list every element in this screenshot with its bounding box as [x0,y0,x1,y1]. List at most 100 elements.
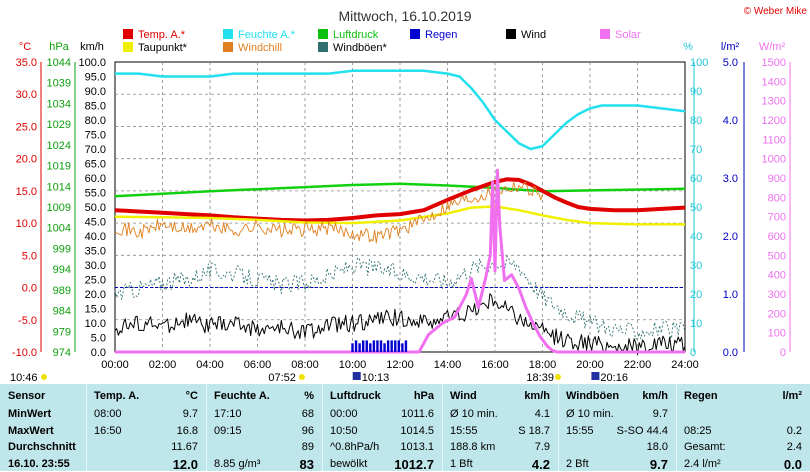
stats-row-label: Durchschnitt [8,441,76,453]
tick-solar: 1100 [762,134,786,146]
legend-swatch [410,29,420,39]
tick-pressure: 1004 [47,223,71,235]
tick-pressure: 1019 [47,161,71,173]
tick-time: 10:00 [339,359,367,371]
tick-pressure: 1029 [47,119,71,131]
stats-header: Temp. A. [94,390,140,402]
series-tempa [114,177,686,223]
tick-temp: 30.0 [16,89,37,101]
stats-value: 12.0 [172,456,198,472]
stats-unit: hPa [413,390,434,402]
stats-header: Wind [450,390,477,402]
tick-rain: 1.0 [723,289,738,301]
stats-unit: °C [185,390,198,402]
tick-speed: 75.0 [85,130,106,142]
tick-speed: 65.0 [85,159,106,171]
sun-icon [298,374,305,380]
tick-time: 12:00 [386,359,414,371]
stats-time: 17:10 [214,408,242,420]
tick-temp: 35.0 [16,57,37,69]
stats-value: 1012.7 [394,456,434,472]
tick-speed: 90.0 [85,86,106,98]
stats-value: 0.0 [783,456,802,472]
series-solar [115,168,685,354]
tick-solar: 1500 [762,57,786,69]
axis-unit-temp: °C [19,41,31,53]
event-sunset: 18:39 [526,372,554,384]
tick-temp: 10.0 [16,218,37,230]
stats-column: Regen l/m² 08:25 0.2 Gesamt: 2.4 2.4 l/m² 0.0 [676,384,810,472]
tick-rain: 5.0 [723,57,738,69]
legend-label: Taupunkt* [138,42,188,54]
tick-humidity: 60 [690,173,702,185]
rain-bar [401,343,404,352]
stats-column: Luftdruck hPa 00:00 1011.6 10:50 1014.5 ^0.8hP… [322,384,443,472]
event-marker: 10:13 [362,372,390,384]
stats-value: 9.7 [182,408,198,420]
series-taupunkt [114,205,685,226]
stats-value: 9.7 [649,456,668,472]
tick-pressure: 994 [53,264,71,276]
tick-time: 16:00 [481,359,509,371]
stats-time: ^0.8hPa/h [330,441,380,453]
legend-label: Regen [425,29,457,41]
stats-column: Wind km/h Ø 10 min. 4.1 15:55 S 18.7 188.8 km 7… [442,384,559,472]
event-sunrise: 07:52 [268,372,296,384]
tick-rain: 2.0 [723,231,738,243]
tick-solar: 0 [780,347,786,359]
legend-label: Wind [521,29,546,41]
series-luftdruck [114,182,686,198]
legend-label: Windböen* [333,42,388,54]
tick-rain: 0.0 [723,347,738,359]
tick-time: 00:00 [101,359,129,371]
stats-time: 16:50 [94,424,122,437]
tick-temp: 25.0 [16,121,37,133]
tick-time: 08:00 [291,359,319,371]
stats-value: S-SO 44.4 [616,424,668,437]
stats-value: 7.9 [534,441,550,453]
series-wind [114,293,686,356]
stats-value: 1014.5 [400,424,434,437]
tick-solar: 100 [768,328,786,340]
legend-label: Temp. A.* [138,29,186,41]
legend-swatch [506,29,516,39]
stats-unit: km/h [642,390,668,402]
tick-speed: 35.0 [85,246,106,258]
stats-row-label: MaxWert [8,424,54,437]
rain-bar [404,340,408,352]
tick-humidity: 90 [690,86,702,98]
rain-bar [354,340,358,352]
legend-swatch [223,42,233,52]
legend-swatch [223,29,233,39]
stats-value: 18.0 [646,441,668,453]
stats-value: S 18.7 [518,424,550,437]
moon-icon [41,374,47,380]
tick-pressure: 1039 [47,78,71,90]
legend-label: Feuchte A.* [238,29,296,41]
stats-column: Feuchte A.% 17:10 68 09:15 96 89 8.85 g/m³ 83 [206,384,323,472]
rain-bar [397,340,401,352]
tick-speed: 20.0 [85,289,106,301]
stats-value: 16.8 [176,424,198,437]
legend-swatch [123,42,133,52]
chart-title: Mittwoch, 16.10.2019 [338,8,471,24]
stats-column: Windböen km/h Ø 10 min. 9.7 15:55 S-SO 44.4 18… [558,384,677,472]
tick-solar: 700 [768,212,786,224]
legend-swatch [318,29,328,39]
tick-time: 22:00 [624,359,652,371]
moon-phase-icon [591,372,600,380]
tick-solar: 1400 [762,76,786,88]
rain-bar [369,343,372,352]
tick-humidity: 30 [690,260,702,272]
tick-pressure: 1009 [47,202,71,214]
tick-humidity: 100 [690,57,708,69]
stats-header: Regen [684,390,718,402]
tick-pressure: 1034 [47,98,71,110]
stats-time: Gesamt: [684,441,726,453]
stats-time: bewölkt [330,457,368,470]
chart-axes: 35.0 30.0 25.0 20.0 15.0 10.0 5.0 0.0 -5.0 -10.0 1… [12,57,791,371]
tick-humidity: 80 [690,115,702,127]
stats-time: 2.4 l/m² [684,457,721,470]
tick-speed: 10.0 [85,318,106,330]
legend-swatch [123,29,133,39]
